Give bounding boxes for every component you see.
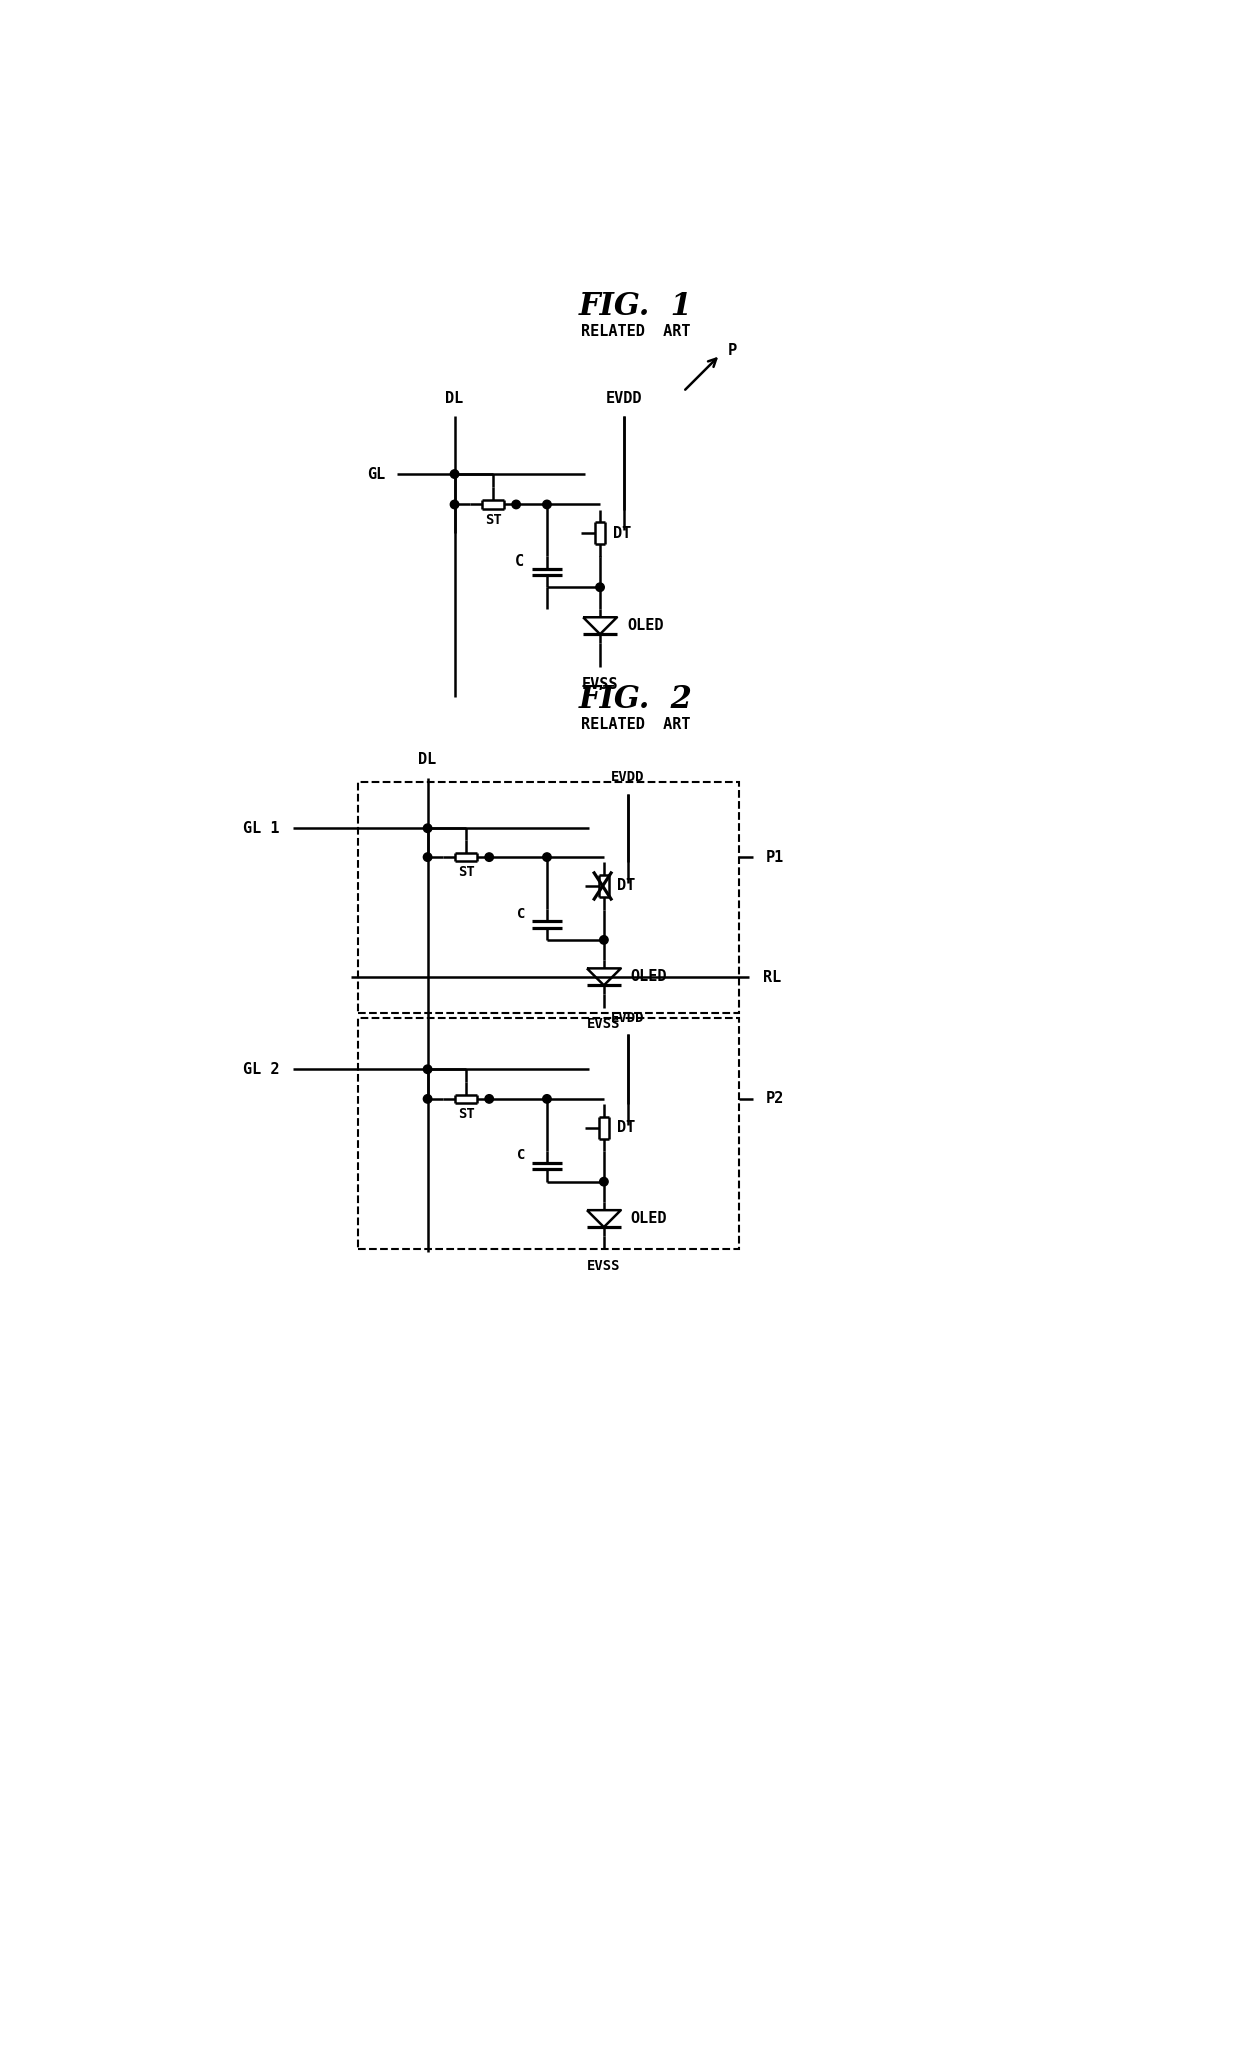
Circle shape [423, 853, 432, 861]
Text: DL: DL [445, 390, 464, 406]
Text: FIG.  2: FIG. 2 [579, 685, 692, 716]
Circle shape [450, 500, 459, 509]
Text: DT: DT [618, 1120, 635, 1136]
Circle shape [543, 500, 552, 509]
Circle shape [485, 853, 494, 861]
Text: P2: P2 [765, 1091, 784, 1105]
Circle shape [600, 935, 608, 943]
Text: EVSS: EVSS [582, 677, 619, 693]
Circle shape [600, 1177, 608, 1185]
Text: EVSS: EVSS [588, 1017, 621, 1032]
Circle shape [512, 500, 521, 509]
Text: DT: DT [618, 878, 635, 894]
Text: RL: RL [763, 970, 781, 984]
Circle shape [423, 825, 432, 833]
Text: ST: ST [458, 1108, 475, 1122]
Text: EVDD: EVDD [611, 771, 645, 783]
Text: OLED: OLED [631, 1212, 667, 1226]
Text: EVDD: EVDD [605, 390, 642, 406]
Text: DT: DT [613, 525, 631, 541]
Circle shape [423, 1064, 432, 1073]
Text: GL 2: GL 2 [243, 1062, 280, 1077]
Text: P: P [728, 343, 737, 357]
Circle shape [485, 1095, 494, 1103]
Text: ST: ST [458, 866, 475, 880]
Circle shape [595, 582, 604, 591]
Bar [358, 781, 739, 1013]
Text: C: C [517, 1149, 526, 1163]
Circle shape [450, 470, 459, 478]
Text: OLED: OLED [631, 970, 667, 984]
Circle shape [543, 853, 552, 861]
Bar [358, 1019, 739, 1249]
Text: RELATED  ART: RELATED ART [580, 716, 691, 732]
Text: P1: P1 [765, 849, 784, 866]
Text: FIG.  1: FIG. 1 [579, 291, 692, 322]
Text: C: C [517, 907, 526, 921]
Text: GL 1: GL 1 [243, 820, 280, 835]
Text: RELATED  ART: RELATED ART [580, 324, 691, 338]
Text: ST: ST [485, 513, 501, 527]
Text: OLED: OLED [627, 617, 663, 634]
Text: DL: DL [418, 753, 436, 767]
Circle shape [423, 1095, 432, 1103]
Text: EVDD: EVDD [611, 1011, 645, 1026]
Text: GL: GL [367, 466, 386, 482]
Text: EVSS: EVSS [588, 1259, 621, 1274]
Circle shape [543, 1095, 552, 1103]
Text: C: C [515, 554, 523, 568]
